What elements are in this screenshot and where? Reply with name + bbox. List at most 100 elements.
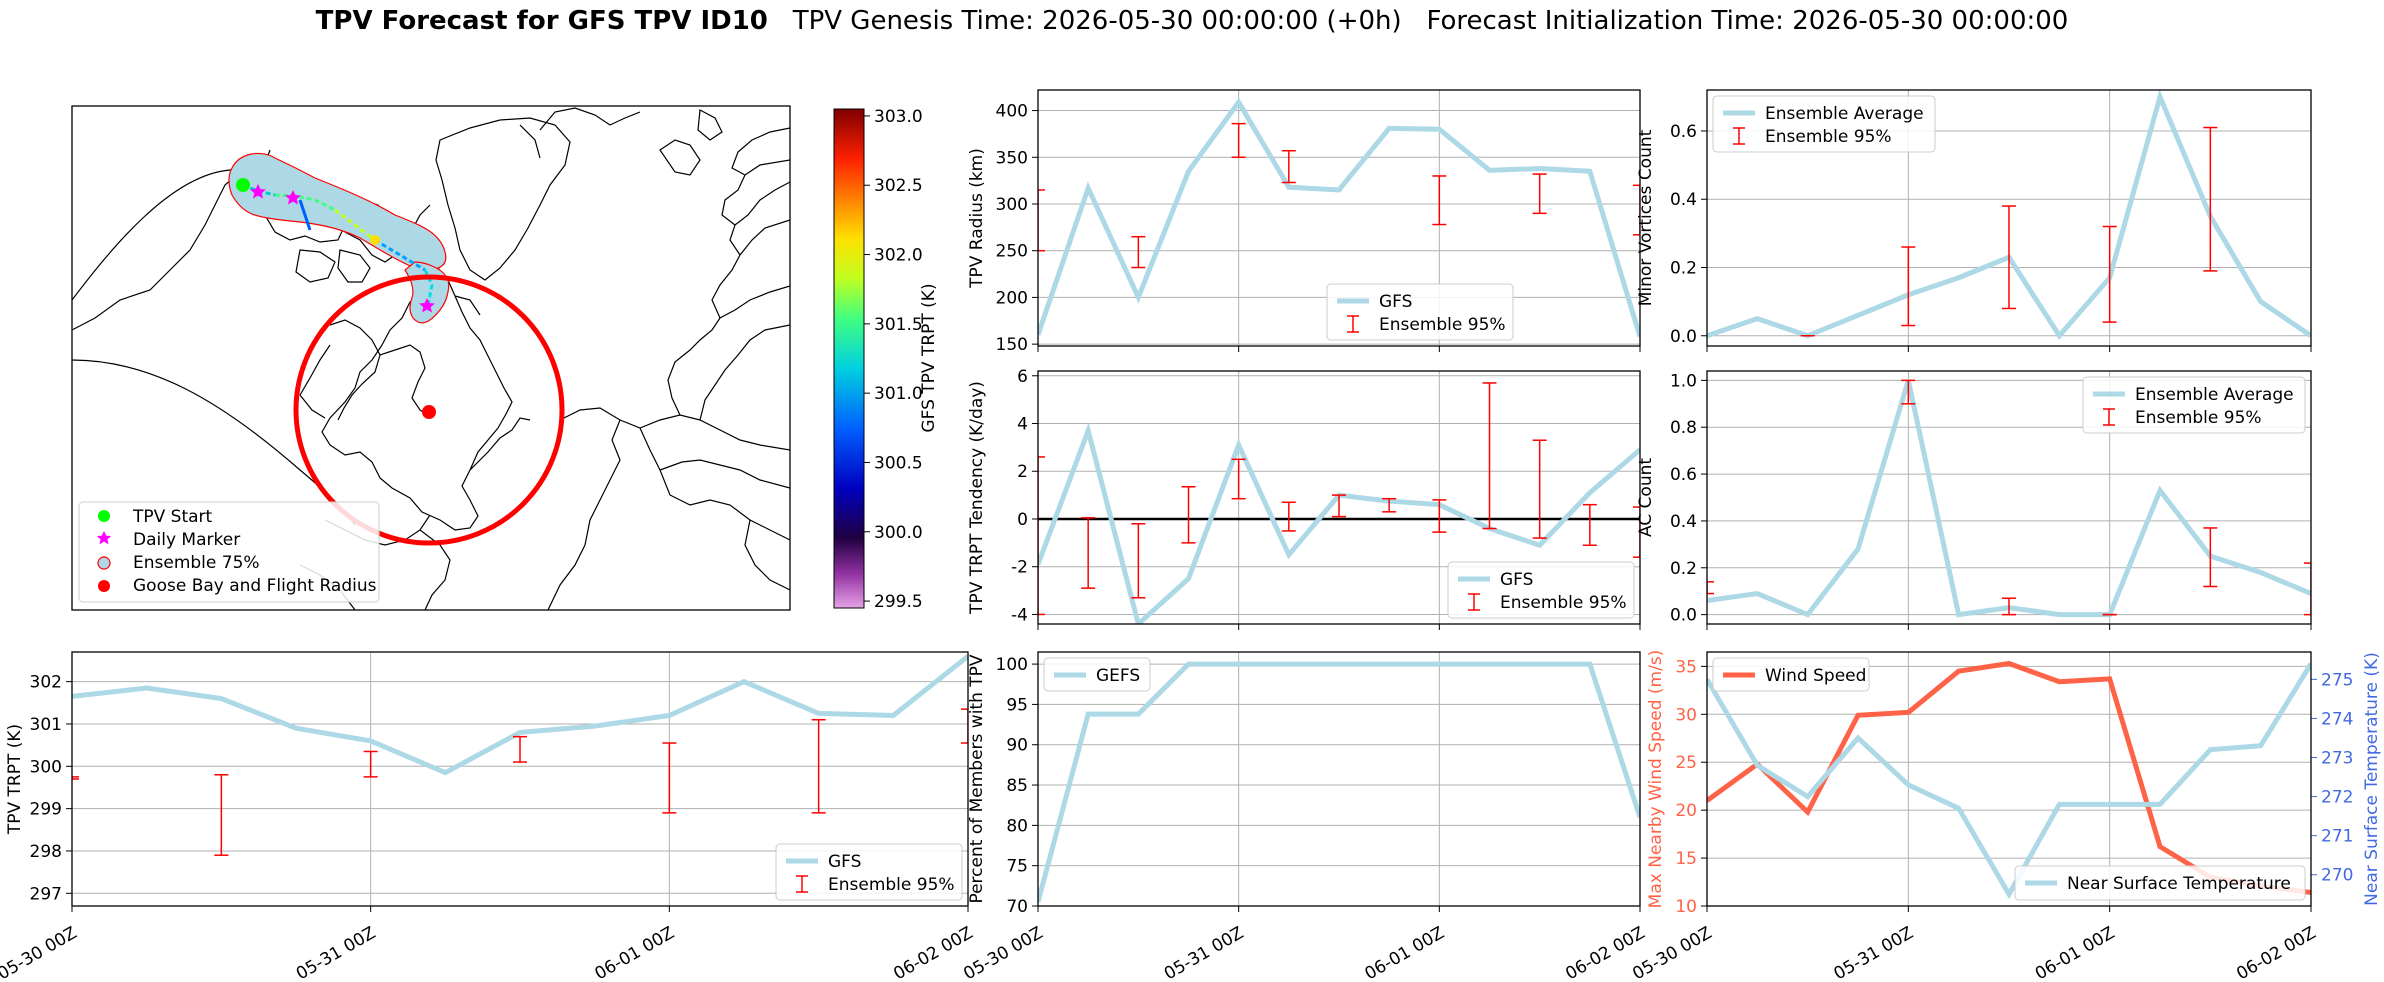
chart-legend: Near Surface Temperature (2014, 865, 2306, 901)
y-tick-label: 0.0 (1670, 327, 1697, 347)
y-tick-label: 0 (1017, 510, 1028, 530)
chart-radius: 150 200 250 300 350 400 TPV Radius (km) GFS Ense… (967, 89, 1641, 355)
error-bar (363, 750, 378, 778)
map-legend-label: Daily Marker (133, 530, 240, 550)
coastline-labrador (419, 261, 513, 471)
error-bar (1081, 517, 1096, 589)
error-bar (2203, 126, 2218, 272)
chart-legend-box (1712, 95, 1936, 153)
error-bar (214, 774, 229, 856)
y-axis-label: TPV TRPT Tendency (K/day) (967, 381, 987, 615)
legend-goose-bay-icon (98, 580, 110, 592)
error-bar (1901, 246, 1916, 327)
plot-frame (71, 651, 969, 907)
chart-legend: Ensemble Average Ensemble 95% (2082, 376, 2306, 434)
chart-legend-box (1326, 283, 1514, 341)
daily-marker-star (285, 190, 301, 205)
y-tick-label: 400 (996, 102, 1028, 122)
colorbar-ticks: 303.0 302.5 302.0 301.5 301.0 300.5 300.0 299.5 (864, 107, 923, 612)
y-axis-label-right: Near Surface Temperature (K) (2362, 652, 2382, 906)
error-bar (1432, 175, 1447, 226)
map-legend-label: Ensemble 75% (133, 553, 260, 573)
error-bar (1181, 486, 1196, 544)
y-tick-label: 95 (1006, 695, 1028, 715)
error-bar (1281, 501, 1296, 532)
chart-legend: GFS Ensemble 95% (775, 843, 963, 901)
error-bar (1432, 499, 1447, 533)
y-tick-label: 0.6 (1670, 122, 1697, 142)
plot-content (1038, 97, 1640, 338)
chart-legend-label: GEFS (1096, 666, 1140, 686)
colorbar-gradient (833, 108, 865, 609)
error-bar (1901, 379, 1916, 405)
chart-legend-label: Ensemble Average (2135, 385, 2294, 405)
y-tick-label: 0.4 (1670, 512, 1697, 532)
error-bar (1231, 458, 1246, 500)
coastline-east (519, 107, 790, 610)
map-legend-label: Goose Bay and Flight Radius (133, 576, 377, 596)
chart-legend: Wind Speed (1712, 657, 1870, 692)
chart-legend-box (1447, 561, 1635, 619)
colorbar-label: GFS TPV TRPT (K) (919, 283, 939, 432)
y-tick-label: 80 (1006, 816, 1028, 836)
error-bar (1131, 235, 1146, 269)
y-tick-label: 300 (996, 195, 1028, 215)
figure-title-bold: TPV Forecast for GFS TPV ID10 (315, 6, 768, 36)
y-axis-label: AC Count (1636, 458, 1656, 537)
y-tick-label: -4 (1011, 605, 1028, 625)
x-tick-label: 05-30 00Z (960, 923, 1046, 982)
daily-marker-stars (250, 184, 435, 313)
y-axis-label: Minor Vortices Count (1636, 129, 1656, 306)
y-tick-label: 75 (1006, 857, 1028, 877)
y-tick-label-right: 272 (2321, 788, 2353, 808)
y-tick-label: 70 (1006, 897, 1028, 917)
chart-legend-label: Ensemble 95% (828, 875, 955, 895)
y-tick-label: 297 (30, 884, 62, 904)
map-legend-box (78, 501, 380, 603)
tpv-track-4 (374, 238, 426, 272)
map-legend-label: TPV Start (132, 507, 213, 527)
chart-legend: Ensemble Average Ensemble 95% (1712, 95, 1936, 153)
y-tick-label: -2 (1011, 558, 1028, 578)
chart-legend-box (1712, 657, 1870, 692)
colorbar-tick-label: 302.0 (874, 246, 923, 266)
chart-legend: GFS Ensemble 95% (1326, 283, 1514, 341)
legend-tpv-start-icon (98, 510, 110, 522)
plot-frame (1037, 89, 1641, 347)
error-bar (1582, 503, 1597, 546)
y-tick-label: 30 (1675, 705, 1697, 725)
y-tick-label: 302 (30, 673, 62, 693)
error-bar (1633, 184, 1640, 236)
error-bar (1332, 494, 1346, 518)
y-tick-label: 0.8 (1670, 418, 1697, 438)
error-bar (1707, 581, 1714, 595)
legend-ensemble-75-icon (97, 556, 111, 570)
x-tick-label: 05-31 00Z (1831, 923, 1917, 982)
error-bar (1038, 189, 1045, 252)
y-tick-label: 0.4 (1670, 190, 1697, 210)
y-tick-label-right: 270 (2321, 866, 2353, 886)
tpv-track-segment (298, 199, 312, 231)
map-legend: TPV Start Daily Marker Ensemble 75% Goos… (78, 501, 380, 603)
y-tick-label: 0.2 (1670, 559, 1697, 579)
y-tick-label-right: 275 (2321, 670, 2353, 690)
figure-title: TPV Forecast for GFS TPV ID10 TPV Genesi… (0, 6, 2384, 36)
y-tick-label: 100 (996, 655, 1028, 675)
colorbar-tick-label: 300.0 (874, 523, 923, 543)
error-bar (2203, 527, 2218, 588)
error-bar (1281, 149, 1296, 184)
y-tick-label: 250 (996, 242, 1028, 262)
plot-content (1038, 382, 1640, 624)
y-tick-label: 4 (1017, 415, 1028, 435)
y-tick-label: 299 (30, 800, 62, 820)
legend-daily-marker-icon (96, 531, 112, 545)
y-tick-label: 1.0 (1670, 371, 1697, 391)
coastline-arctic-islands (259, 177, 389, 283)
y-tick-label: 10 (1675, 897, 1697, 917)
chart-wind: 270 271 272 273 274 275 Near Surface Temperatu… (1629, 650, 2382, 982)
daily-marker-star (250, 184, 266, 199)
y-tick-label: 85 (1006, 776, 1028, 796)
y-tick-label-right: 271 (2321, 827, 2353, 847)
error-bar (2002, 597, 2016, 616)
